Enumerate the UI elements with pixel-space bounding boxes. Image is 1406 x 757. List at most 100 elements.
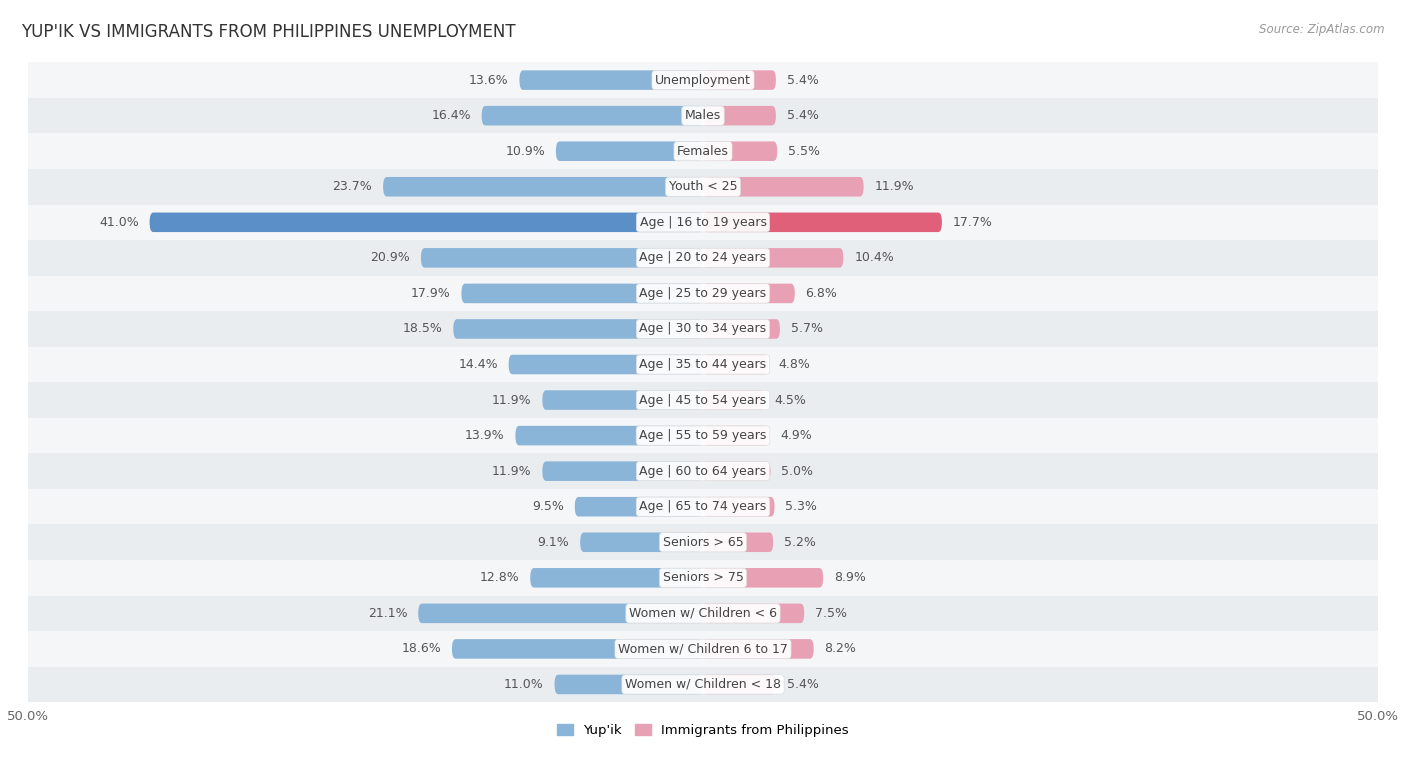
Bar — [28, 489, 1378, 525]
Text: 11.9%: 11.9% — [492, 394, 531, 407]
Text: 4.9%: 4.9% — [780, 429, 811, 442]
Text: Youth < 25: Youth < 25 — [669, 180, 737, 193]
Text: 5.4%: 5.4% — [787, 678, 818, 691]
Bar — [28, 98, 1378, 133]
Bar — [28, 276, 1378, 311]
FancyBboxPatch shape — [382, 177, 703, 197]
FancyBboxPatch shape — [703, 106, 776, 126]
FancyBboxPatch shape — [703, 391, 763, 410]
Text: Age | 60 to 64 years: Age | 60 to 64 years — [640, 465, 766, 478]
FancyBboxPatch shape — [703, 213, 942, 232]
Text: Age | 30 to 34 years: Age | 30 to 34 years — [640, 322, 766, 335]
Bar — [28, 631, 1378, 667]
Text: Source: ZipAtlas.com: Source: ZipAtlas.com — [1260, 23, 1385, 36]
Text: 20.9%: 20.9% — [370, 251, 411, 264]
FancyBboxPatch shape — [703, 284, 794, 304]
FancyBboxPatch shape — [703, 355, 768, 374]
Text: 5.0%: 5.0% — [782, 465, 813, 478]
Text: 4.5%: 4.5% — [775, 394, 807, 407]
Text: 5.3%: 5.3% — [786, 500, 817, 513]
FancyBboxPatch shape — [703, 568, 823, 587]
Text: 8.2%: 8.2% — [824, 643, 856, 656]
FancyBboxPatch shape — [703, 70, 776, 90]
Bar — [28, 667, 1378, 702]
Text: Age | 16 to 19 years: Age | 16 to 19 years — [640, 216, 766, 229]
Text: Women w/ Children < 6: Women w/ Children < 6 — [628, 607, 778, 620]
Text: 18.5%: 18.5% — [402, 322, 443, 335]
Text: 13.6%: 13.6% — [470, 73, 509, 86]
FancyBboxPatch shape — [703, 319, 780, 338]
Text: Unemployment: Unemployment — [655, 73, 751, 86]
Text: 41.0%: 41.0% — [98, 216, 139, 229]
FancyBboxPatch shape — [149, 213, 703, 232]
Text: 5.2%: 5.2% — [785, 536, 815, 549]
FancyBboxPatch shape — [509, 355, 703, 374]
FancyBboxPatch shape — [703, 248, 844, 268]
Text: 7.5%: 7.5% — [815, 607, 846, 620]
Text: 17.9%: 17.9% — [411, 287, 450, 300]
FancyBboxPatch shape — [418, 603, 703, 623]
FancyBboxPatch shape — [703, 177, 863, 197]
Bar — [28, 525, 1378, 560]
Text: Age | 35 to 44 years: Age | 35 to 44 years — [640, 358, 766, 371]
Text: 17.7%: 17.7% — [953, 216, 993, 229]
Bar — [28, 453, 1378, 489]
FancyBboxPatch shape — [451, 639, 703, 659]
Text: 5.4%: 5.4% — [787, 109, 818, 122]
FancyBboxPatch shape — [703, 497, 775, 516]
Bar — [28, 382, 1378, 418]
Text: 12.8%: 12.8% — [479, 572, 519, 584]
Text: 5.4%: 5.4% — [787, 73, 818, 86]
FancyBboxPatch shape — [703, 142, 778, 161]
Text: Seniors > 75: Seniors > 75 — [662, 572, 744, 584]
Text: YUP'IK VS IMMIGRANTS FROM PHILIPPINES UNEMPLOYMENT: YUP'IK VS IMMIGRANTS FROM PHILIPPINES UN… — [21, 23, 516, 41]
Text: 21.1%: 21.1% — [368, 607, 408, 620]
Text: 11.9%: 11.9% — [492, 465, 531, 478]
FancyBboxPatch shape — [420, 248, 703, 268]
Legend: Yup'ik, Immigrants from Philippines: Yup'ik, Immigrants from Philippines — [551, 719, 855, 743]
Text: Age | 20 to 24 years: Age | 20 to 24 years — [640, 251, 766, 264]
Text: 10.9%: 10.9% — [505, 145, 546, 157]
Text: 8.9%: 8.9% — [834, 572, 866, 584]
Text: 13.9%: 13.9% — [465, 429, 505, 442]
Text: 5.5%: 5.5% — [787, 145, 820, 157]
FancyBboxPatch shape — [530, 568, 703, 587]
Bar — [28, 347, 1378, 382]
FancyBboxPatch shape — [703, 603, 804, 623]
FancyBboxPatch shape — [461, 284, 703, 304]
Text: 10.4%: 10.4% — [855, 251, 894, 264]
FancyBboxPatch shape — [703, 639, 814, 659]
Text: Age | 25 to 29 years: Age | 25 to 29 years — [640, 287, 766, 300]
Text: 23.7%: 23.7% — [333, 180, 373, 193]
FancyBboxPatch shape — [703, 426, 769, 445]
FancyBboxPatch shape — [519, 70, 703, 90]
Text: Women w/ Children 6 to 17: Women w/ Children 6 to 17 — [619, 643, 787, 656]
FancyBboxPatch shape — [703, 461, 770, 481]
Text: 5.7%: 5.7% — [790, 322, 823, 335]
FancyBboxPatch shape — [516, 426, 703, 445]
Text: 9.5%: 9.5% — [531, 500, 564, 513]
FancyBboxPatch shape — [703, 674, 776, 694]
FancyBboxPatch shape — [575, 497, 703, 516]
Bar — [28, 418, 1378, 453]
FancyBboxPatch shape — [581, 532, 703, 552]
Bar — [28, 560, 1378, 596]
Text: 11.9%: 11.9% — [875, 180, 914, 193]
Bar — [28, 596, 1378, 631]
Bar — [28, 133, 1378, 169]
FancyBboxPatch shape — [453, 319, 703, 338]
Text: Females: Females — [678, 145, 728, 157]
Bar — [28, 240, 1378, 276]
Text: 18.6%: 18.6% — [401, 643, 441, 656]
Text: 11.0%: 11.0% — [503, 678, 544, 691]
FancyBboxPatch shape — [482, 106, 703, 126]
Bar — [28, 311, 1378, 347]
Text: 16.4%: 16.4% — [432, 109, 471, 122]
Text: 9.1%: 9.1% — [537, 536, 569, 549]
FancyBboxPatch shape — [543, 461, 703, 481]
Bar — [28, 169, 1378, 204]
FancyBboxPatch shape — [703, 532, 773, 552]
FancyBboxPatch shape — [555, 142, 703, 161]
Text: Age | 55 to 59 years: Age | 55 to 59 years — [640, 429, 766, 442]
Bar — [28, 204, 1378, 240]
